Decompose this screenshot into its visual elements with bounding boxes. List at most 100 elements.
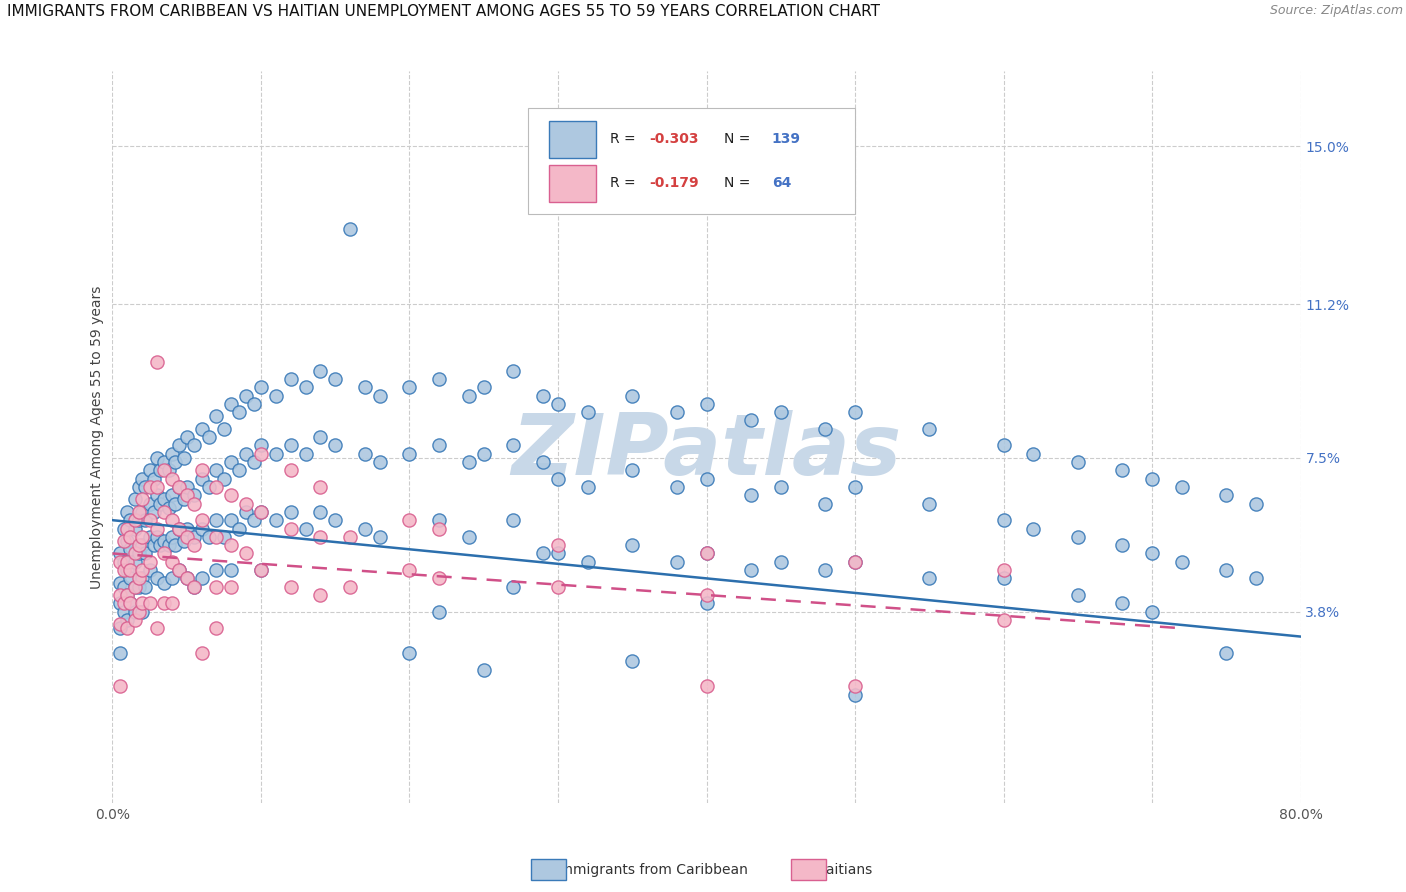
Point [228,521,250,535]
Point [621,538,644,552]
Point [146,480,169,494]
Text: N =: N = [724,132,755,146]
Point [117,521,139,535]
Point [250,563,273,577]
Point [1244,497,1267,511]
Point [398,646,420,660]
Point [198,430,221,444]
Point [1140,472,1163,486]
Point [124,492,146,507]
Point [134,546,156,560]
Point [398,447,420,461]
Point [120,513,142,527]
Point [294,447,316,461]
Point [472,380,495,394]
Point [309,505,332,519]
Point [205,513,228,527]
Point [176,571,198,585]
Point [112,580,135,594]
Point [120,530,142,544]
Point [138,463,160,477]
Point [190,422,212,436]
Point [212,472,235,486]
Point [183,580,205,594]
Point [547,472,569,486]
Point [918,422,941,436]
Point [576,555,599,569]
Point [219,563,242,577]
Point [1215,646,1237,660]
Point [176,571,198,585]
Point [228,405,250,419]
Point [228,463,250,477]
Point [205,621,228,635]
Text: IMMIGRANTS FROM CARIBBEAN VS HAITIAN UNEMPLOYMENT AMONG AGES 55 TO 59 YEARS CORR: IMMIGRANTS FROM CARIBBEAN VS HAITIAN UNE… [7,4,880,20]
Point [993,563,1015,577]
Point [120,571,142,585]
Point [128,513,150,527]
Point [398,513,420,527]
Point [112,596,135,610]
Point [547,397,569,411]
Point [1067,530,1090,544]
Point [160,596,183,610]
Point [124,513,146,527]
Point [128,480,150,494]
Point [502,513,524,527]
Point [117,563,139,577]
Point [235,447,257,461]
Point [502,438,524,452]
Point [309,588,332,602]
Point [157,500,180,515]
Point [844,680,866,694]
Point [740,413,762,427]
Point [112,533,135,548]
Point [128,538,150,552]
Point [108,621,131,635]
Text: Source: ZipAtlas.com: Source: ZipAtlas.com [1270,4,1403,18]
Point [117,505,139,519]
Point [219,488,242,502]
Point [131,538,153,552]
Point [108,546,131,560]
Point [205,409,228,424]
Point [138,513,160,527]
Point [138,555,160,569]
Point [547,580,569,594]
Point [264,388,287,402]
Point [138,480,160,494]
Point [212,422,235,436]
Point [918,497,941,511]
Point [205,480,228,494]
Point [124,546,146,560]
Point [108,555,131,569]
Point [242,455,264,469]
Point [117,588,139,602]
Point [149,538,172,552]
Point [190,571,212,585]
Point [160,513,183,527]
Point [131,505,153,519]
Point [176,488,198,502]
Point [576,405,599,419]
Point [149,497,172,511]
Point [138,596,160,610]
Point [131,530,153,544]
Point [235,497,257,511]
Point [160,447,183,461]
Point [176,530,198,544]
Point [339,222,361,236]
Point [250,563,273,577]
Point [1022,447,1045,461]
Point [665,480,688,494]
Point [993,613,1015,627]
Point [176,480,198,494]
Point [368,455,391,469]
Point [128,605,150,619]
Point [844,688,866,702]
Point [198,480,221,494]
Point [740,563,762,577]
Point [112,563,135,577]
Point [173,450,195,465]
Point [1140,605,1163,619]
